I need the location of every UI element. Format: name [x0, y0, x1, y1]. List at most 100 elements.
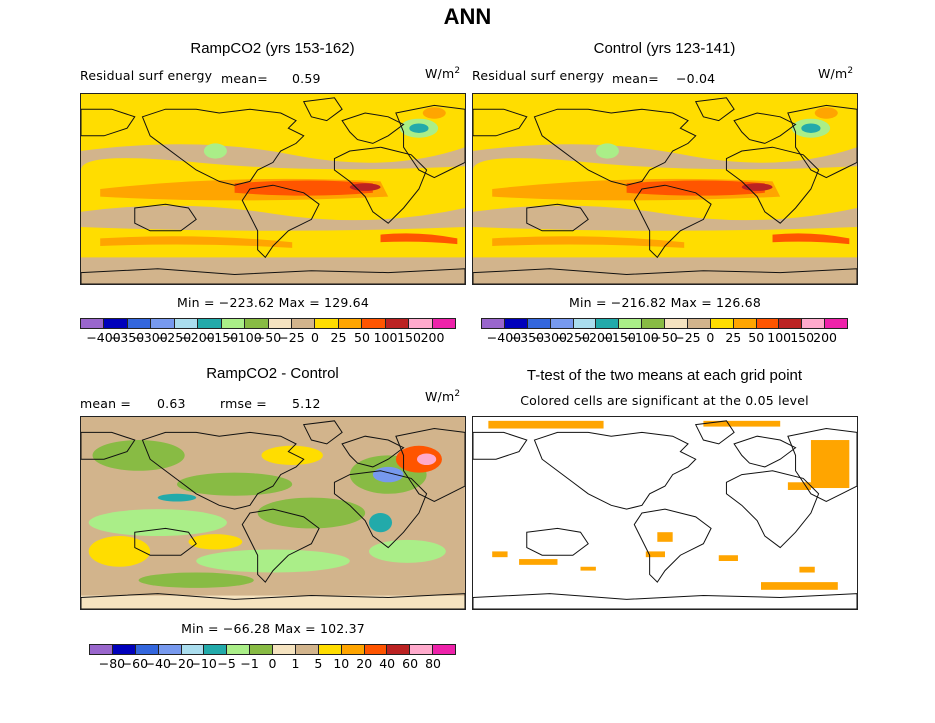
colorbar-swatch	[135, 645, 159, 654]
panel-rampco2-title: RampCO2 (yrs 153-162)	[190, 40, 355, 57]
panel-diff-mean-value: 0.63	[157, 396, 186, 411]
panel-rampco2-minmax: Min = −223.62 Max = 129.64	[177, 295, 369, 310]
colorbar-tick-label: 0	[311, 330, 319, 345]
colorbar-swatch	[619, 319, 643, 328]
colorbar-swatch	[112, 645, 136, 654]
colorbar-tick-label: 60	[402, 656, 419, 671]
colorbar-swatch	[268, 319, 292, 328]
colorbar-tick-label: 150	[397, 330, 421, 345]
colorbar-swatch	[362, 319, 386, 328]
colorbar-tick-label: −150	[601, 330, 636, 345]
colorbar-tick-label: 1	[291, 656, 300, 671]
panel-rampco2-map	[80, 93, 466, 285]
colorbar-swatch	[710, 319, 734, 328]
colorbar-swatch	[318, 645, 342, 654]
panel-ttest-title: T-test of the two means at each grid poi…	[526, 367, 803, 384]
colorbar-swatch	[291, 319, 316, 328]
colorbar-swatch	[174, 319, 199, 328]
colorbar-swatch	[550, 319, 574, 328]
colorbar-swatch	[227, 645, 251, 654]
colorbar-swatch	[802, 319, 826, 328]
colorbar-tick-label: −300	[133, 330, 168, 345]
colorbar-tick-label: 40	[379, 656, 396, 671]
colorbar-tick-label: 10	[333, 656, 350, 671]
colorbar-tick-label: −50	[651, 330, 678, 345]
panel-diff-units: W/m2	[425, 389, 461, 405]
colorbar-rampco2	[80, 318, 456, 329]
colorbar-rampco2-ticks: −400 −350 −300 −250 −200 −150 −100 −50 −25 0 25 50 1…	[80, 330, 456, 346]
colorbar-control-ticks: −400 −350 −300 −250 −200 −150 −100 −50 −25 0 25 50 1…	[481, 330, 848, 346]
colorbar-tick-label: −200	[578, 330, 613, 345]
colorbar-swatch	[573, 319, 597, 328]
colorbar-swatch	[687, 319, 711, 328]
colorbar-swatch	[385, 319, 410, 328]
colorbar-swatch	[779, 319, 803, 328]
panel-ttest-subtitle: Colored cells are significant at the 0.0…	[520, 393, 809, 408]
control-map-svg	[473, 94, 857, 284]
colorbar-swatch	[341, 645, 365, 654]
colorbar-tick-label: −25	[674, 330, 701, 345]
colorbar-swatch	[315, 319, 339, 328]
colorbar-diff	[89, 644, 456, 655]
colorbar-tick-label: 200	[420, 330, 445, 345]
colorbar-tick-label: −100	[624, 330, 659, 345]
colorbar-tick-label: −60	[121, 656, 149, 671]
ttest-map-svg	[473, 417, 857, 609]
panel-rampco2-variable: Residual surf energy	[80, 68, 213, 83]
colorbar-tick-label: 0	[706, 330, 715, 345]
panel-diff-mean-label: mean =	[80, 396, 132, 411]
colorbar-tick-label: −25	[278, 330, 305, 345]
colorbar-tick-label: −400	[86, 330, 121, 345]
colorbar-tick-label: −100	[227, 330, 262, 345]
colorbar-swatch	[527, 319, 551, 328]
colorbar-swatch	[273, 645, 296, 654]
colorbar-swatch	[432, 319, 455, 328]
colorbar-swatch	[151, 319, 175, 328]
colorbar-tick-label: −350	[109, 330, 145, 345]
colorbar-swatch	[198, 319, 222, 328]
figure-title: ANN	[443, 4, 492, 29]
colorbar-tick-label: −5	[217, 656, 236, 671]
colorbar-swatch	[295, 645, 319, 654]
panel-rampco2-units: W/m2	[425, 66, 461, 82]
colorbar-tick-label: 20	[356, 656, 373, 671]
colorbar-tick-label: −400	[486, 330, 522, 345]
panel-diff-rmse-value: 5.12	[292, 396, 321, 411]
panel-control-variable: Residual surf energy	[472, 68, 605, 83]
panel-control-units: W/m2	[818, 66, 854, 82]
panel-control-map	[472, 93, 858, 285]
colorbar-swatch	[409, 319, 433, 328]
colorbar-tick-label: 200	[813, 330, 837, 345]
panel-diff-title: RampCO2 - Control	[206, 365, 339, 382]
panel-diff-rmse-label: rmse =	[220, 396, 267, 411]
colorbar-tick-label: 50	[748, 330, 765, 345]
colorbar-swatch	[596, 319, 620, 328]
colorbar-swatch	[482, 319, 505, 328]
colorbar-tick-label: −40	[144, 656, 172, 671]
panel-diff-minmax: Min = −66.28 Max = 102.37	[181, 621, 365, 636]
colorbar-tick-label: −200	[180, 330, 215, 345]
colorbar-swatch	[90, 645, 113, 654]
colorbar-swatch	[221, 319, 246, 328]
colorbar-tick-label: −250	[156, 330, 192, 345]
colorbar-swatch	[642, 319, 665, 328]
colorbar-swatch	[665, 319, 688, 328]
colorbar-tick-label: 50	[354, 330, 370, 345]
colorbar-control	[481, 318, 848, 329]
colorbar-tick-label: 0	[268, 656, 277, 671]
colorbar-swatch	[127, 319, 152, 328]
panel-control-mean-value: −0.04	[676, 71, 716, 86]
colorbar-swatch	[250, 645, 273, 654]
colorbar-swatch	[387, 645, 411, 654]
colorbar-tick-label: −250	[555, 330, 590, 345]
colorbar-swatch	[181, 645, 205, 654]
panel-ttest-map	[472, 416, 858, 610]
panel-rampco2-mean-label: mean=	[221, 71, 268, 86]
colorbar-tick-label: −20	[167, 656, 194, 671]
rampco2-map-svg	[81, 94, 465, 284]
colorbar-tick-label: 25	[330, 330, 347, 345]
colorbar-tick-label: 80	[425, 656, 442, 671]
panel-control-title: Control (yrs 123-141)	[593, 40, 736, 57]
colorbar-tick-label: −1	[240, 656, 259, 671]
colorbar-swatch	[504, 319, 528, 328]
